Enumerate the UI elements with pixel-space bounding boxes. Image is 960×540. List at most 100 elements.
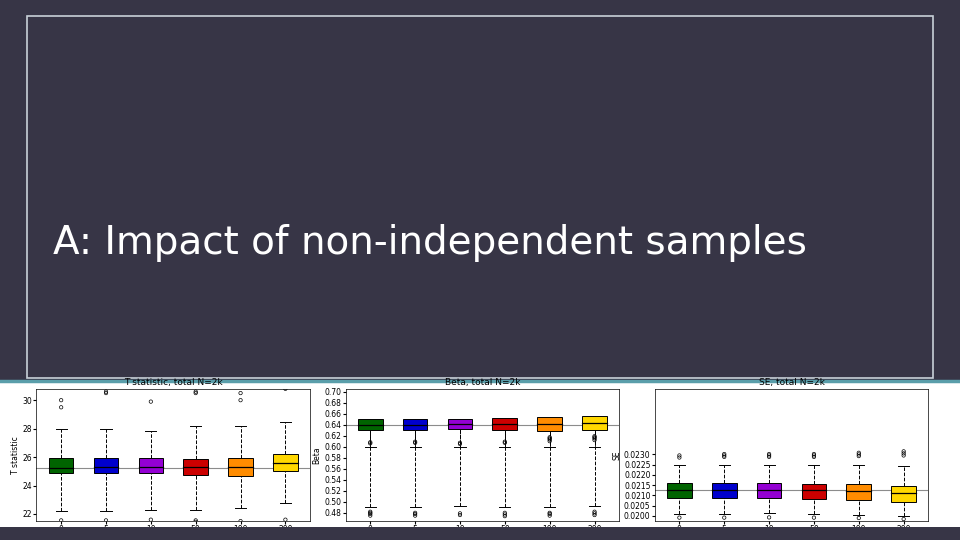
Y-axis label: Beta: Beta [313,446,322,464]
Title: Beta, total N=2k: Beta, total N=2k [444,377,520,387]
Point [407,511,422,520]
Y-axis label: T statistic: T statistic [11,436,20,474]
Point [716,450,732,458]
Point [587,508,602,516]
Point [587,432,602,441]
Bar [94,458,118,474]
Bar [891,485,916,502]
Bar [847,484,871,500]
Point [852,514,867,522]
Title: T statistic, total N=2k: T statistic, total N=2k [124,377,223,387]
Point [233,517,249,525]
Point [188,516,204,525]
Bar [802,484,827,498]
Point [672,451,687,460]
Point [716,453,732,461]
Point [452,511,468,519]
Point [542,433,558,442]
Bar [492,418,517,430]
Bar [273,454,298,470]
Point [277,383,293,391]
Point [542,437,558,445]
Point [587,434,602,443]
X-axis label: Number of overlapping participants: Number of overlapping participants [414,537,551,540]
Bar [447,418,472,429]
Point [363,508,378,516]
Point [497,437,513,446]
Point [452,438,468,447]
Point [497,512,513,521]
Point [806,514,822,522]
Point [672,514,687,522]
Title: SE, total N=2k: SE, total N=2k [758,377,825,387]
Point [233,389,249,397]
Point [143,515,158,524]
Point [54,396,69,404]
Point [452,440,468,448]
Bar [403,418,427,430]
Point [806,450,822,458]
Y-axis label: SE: SE [612,450,621,460]
Bar [712,483,736,497]
Point [896,447,911,456]
Point [407,437,422,446]
Point [542,511,558,520]
Point [452,509,468,518]
Point [407,438,422,447]
Bar [756,483,781,497]
Point [188,387,204,396]
Point [716,451,732,460]
Point [363,509,378,517]
Point [363,510,378,518]
Point [587,511,602,519]
Point [188,389,204,397]
Point [761,453,777,461]
Point [761,451,777,460]
Bar [358,418,383,430]
Point [233,396,249,404]
Point [542,510,558,518]
Point [542,509,558,517]
Point [542,435,558,444]
Point [98,387,113,396]
Point [407,509,422,517]
Text: A: Impact of non-independent samples: A: Impact of non-independent samples [53,224,806,262]
Bar [228,458,252,476]
Point [896,451,911,460]
Bar [538,417,562,431]
X-axis label: Number of overlapping participants: Number of overlapping participants [105,537,242,540]
Point [277,515,293,524]
Point [363,511,378,520]
Point [363,438,378,447]
Bar [138,458,163,472]
Point [896,515,911,523]
Bar [667,483,692,497]
Point [761,513,777,522]
Point [852,452,867,461]
Point [587,509,602,518]
Point [587,433,602,442]
Point [761,450,777,458]
Point [587,436,602,444]
X-axis label: Number of overlapping participants: Number of overlapping participants [723,537,860,540]
Point [98,389,113,397]
Point [497,438,513,447]
Bar [582,416,607,430]
Point [143,397,158,406]
Point [852,450,867,459]
Bar [183,458,208,475]
Point [542,434,558,443]
Point [716,514,732,522]
Bar [49,458,74,474]
Point [852,449,867,457]
Point [806,451,822,460]
Point [54,403,69,411]
Point [363,439,378,448]
Point [806,453,822,461]
Point [277,384,293,393]
Point [98,516,113,525]
Point [54,516,69,525]
Point [188,517,204,526]
Point [407,510,422,518]
Point [672,453,687,462]
